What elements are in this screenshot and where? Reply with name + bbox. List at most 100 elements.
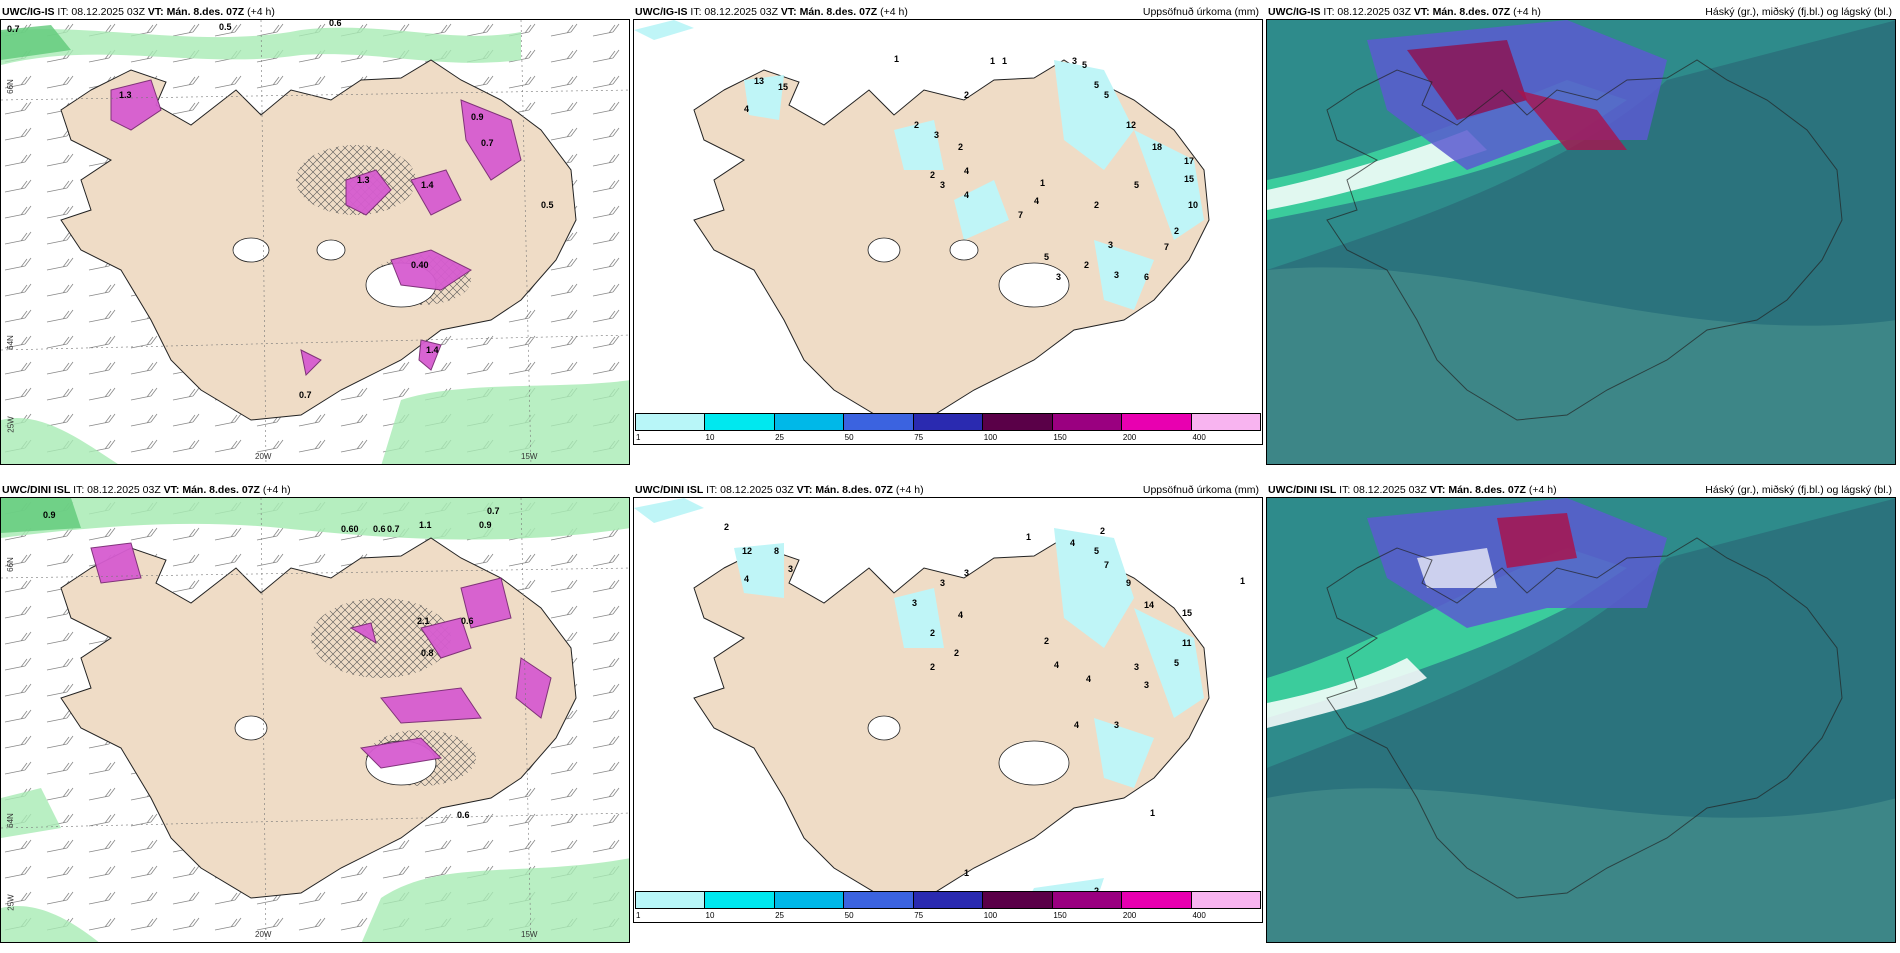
iceland-outline — [1326, 537, 1843, 899]
precip-value: 17 — [1184, 156, 1195, 166]
lat-label: 64N — [5, 813, 15, 828]
precip-value: 10 — [1188, 200, 1199, 210]
wind-label: 0.5 — [219, 22, 232, 32]
precip-value: 15 — [1184, 174, 1195, 184]
wind-label: 0.5 — [541, 200, 554, 210]
panel-title: UWC/IG-IS IT: 08.12.2025 03Z VT: Mán. 8.… — [1268, 6, 1541, 18]
lat-label: 64N — [5, 335, 15, 350]
legend-swatch — [705, 892, 775, 908]
precip-value: 14 — [1144, 600, 1155, 610]
wind-label: 1.1 — [419, 520, 432, 530]
lon-label: 20W — [255, 930, 272, 939]
wind-label: 0.7 — [387, 524, 400, 534]
wind-map[interactable]: 0.9 0.60 0.6 0.7 1.1 0.9 2.1 0.8 0.6 0.7… — [0, 497, 630, 943]
precip-value: 4 — [1054, 660, 1060, 670]
wind-label: 0.7 — [481, 138, 494, 148]
legend-swatch — [983, 414, 1053, 430]
panel-dini-wind: UWC/DINI ISL IT: 08.12.2025 03Z VT: Mán.… — [0, 478, 630, 953]
precip-value: 3 — [1134, 662, 1140, 672]
panel-title: UWC/IG-IS IT: 08.12.2025 03Z VT: Mán. 8.… — [635, 6, 908, 18]
legend-tick: 50 — [844, 911, 854, 920]
precip-value: 4 — [1070, 538, 1076, 548]
legend-tick: 150 — [1053, 911, 1067, 920]
panel-dini-cloud: UWC/DINI ISL IT: 08.12.2025 03Z VT: Mán.… — [1266, 478, 1896, 953]
panel-title: UWC/IG-IS IT: 08.12.2025 03Z VT: Mán. 8.… — [2, 6, 275, 18]
precip-legend — [635, 413, 1261, 431]
precip-value: 1 — [990, 56, 996, 66]
precip-value: 3 — [912, 598, 918, 608]
legend-swatch — [774, 414, 845, 430]
precip-map[interactable]: 1 1 1 13 15 4 3 5 5 5 2 2 3 2 2 4 3 4 12… — [633, 19, 1263, 445]
precip-legend-ticks: 1 10 25 50 75 100 150 200 400 — [635, 433, 1261, 445]
precip-value: 4 — [958, 610, 964, 620]
legend-tick: 400 — [1192, 433, 1206, 442]
precip-value: 4 — [964, 190, 970, 200]
precip-value: 2 — [914, 120, 920, 130]
precip-value: 1 — [1240, 576, 1246, 586]
lat-label: 66N — [5, 557, 15, 572]
legend-swatch — [636, 414, 706, 430]
precip-value: 3 — [788, 564, 794, 574]
wind-label: 0.7 — [299, 390, 312, 400]
precip-value: 7 — [1018, 210, 1024, 220]
precip-value: 4 — [964, 166, 970, 176]
wind-label: 0.6 — [329, 19, 342, 28]
precip-value: 3 — [1114, 270, 1120, 280]
legend-tick: 200 — [1122, 911, 1137, 920]
precip-map[interactable]: 2 12 8 4 3 1 2 4 5 7 9 1 3 3 3 2 2 4 14 … — [633, 497, 1263, 923]
panel-ig-cloud: UWC/IG-IS IT: 08.12.2025 03Z VT: Mán. 8.… — [1266, 0, 1896, 475]
legend-swatch — [1052, 414, 1123, 430]
panel-title: UWC/DINI ISL IT: 08.12.2025 03Z VT: Mán.… — [1268, 484, 1557, 496]
legend-tick: 1 — [636, 433, 641, 442]
precip-value: 1 — [964, 868, 970, 878]
legend-swatch — [1122, 414, 1192, 430]
precip-value: 2 — [1084, 260, 1090, 270]
precip-value: 5 — [1134, 180, 1140, 190]
cloud-map[interactable] — [1266, 19, 1896, 465]
wind-label: 0.6 — [461, 616, 474, 626]
precip-value: 3 — [934, 130, 940, 140]
precip-value: 12 — [1126, 120, 1137, 130]
precip-value: 5 — [1082, 60, 1088, 70]
legend-swatch — [636, 892, 706, 908]
precip-value: 3 — [1108, 240, 1114, 250]
precip-value: 2 — [930, 628, 936, 638]
wind-label: 1.3 — [119, 90, 132, 100]
wind-map[interactable]: 0.7 0.5 0.6 1.3 0.9 1.3 0.40 1.4 0.7 1.4… — [0, 19, 630, 465]
wind-map-svg — [1, 20, 629, 464]
legend-swatch — [1191, 414, 1260, 430]
iceland-outline — [1326, 59, 1843, 421]
wind-label: 0.9 — [471, 112, 484, 122]
precip-value: 3 — [940, 578, 946, 588]
precip-value: 11 — [1182, 638, 1192, 648]
wind-label: 0.9 — [479, 520, 492, 530]
legend-swatch — [913, 892, 984, 908]
precip-map-svg — [634, 20, 1210, 421]
precip-value: 3 — [1114, 720, 1120, 730]
precip-value: 4 — [1034, 196, 1040, 206]
legend-swatch — [1052, 892, 1123, 908]
wind-label: 0.60 — [341, 524, 359, 534]
wind-label: 1.3 — [357, 175, 370, 185]
precip-value: 2 — [1094, 200, 1100, 210]
precip-value: 5 — [1094, 80, 1100, 90]
lon-label: 15W — [521, 930, 538, 939]
legend-tick: 1 — [636, 911, 641, 920]
legend-tick: 10 — [705, 911, 715, 920]
lon-label: 20W — [255, 452, 272, 461]
wind-label: 0.6 — [457, 810, 470, 820]
precip-value: 4 — [744, 574, 750, 584]
legend-tick: 10 — [705, 433, 715, 442]
wind-label: 0.6 — [373, 524, 386, 534]
legend-swatch — [983, 892, 1053, 908]
precip-value: 15 — [778, 82, 789, 92]
precip-value: 2 — [1174, 226, 1180, 236]
wind-label: 2.1 — [417, 616, 430, 626]
cloud-map[interactable] — [1266, 497, 1896, 943]
wind-map-svg — [1, 498, 629, 942]
iceland-landmass — [60, 59, 577, 421]
precip-value: 8 — [774, 546, 780, 556]
cloud-map-svg — [1267, 20, 1895, 464]
precip-value: 4 — [1086, 674, 1092, 684]
wind-label: 0.7 — [7, 24, 20, 34]
